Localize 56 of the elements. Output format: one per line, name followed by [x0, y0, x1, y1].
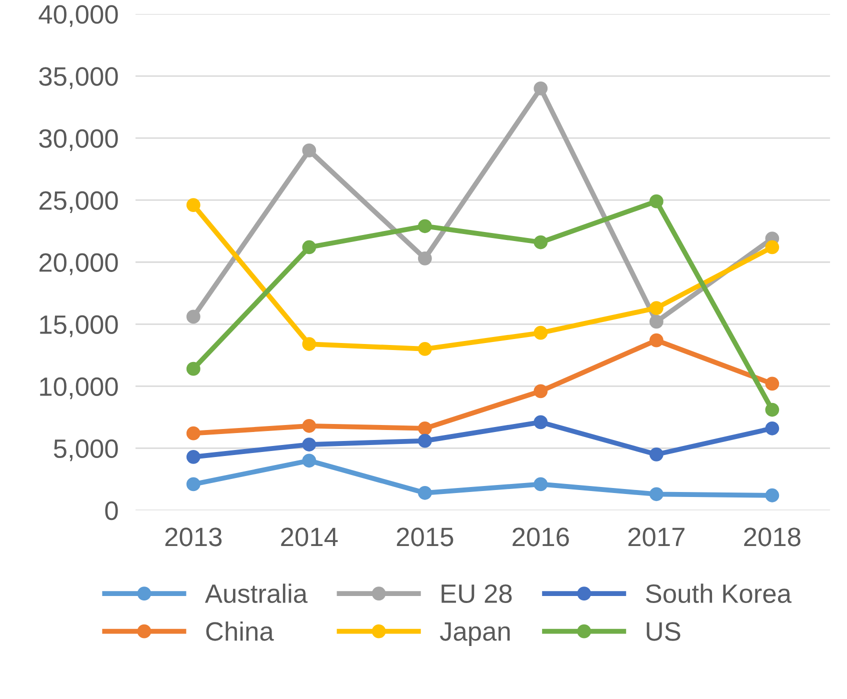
y-tick-label: 15,000: [40, 315, 118, 338]
y-tick-label: 35,000: [39, 67, 118, 89]
point: [765, 488, 780, 502]
point: [534, 384, 548, 398]
y-tick-label: 40,000: [38, 5, 118, 27]
point: [649, 194, 664, 208]
point: [302, 438, 316, 452]
point: [186, 198, 200, 212]
point: [418, 342, 432, 356]
point: [534, 235, 548, 250]
x-tick-label: 2013: [165, 528, 222, 546]
point: [649, 314, 664, 329]
point: [534, 81, 548, 96]
point: [186, 310, 200, 324]
y-tick-label: 10,000: [40, 377, 118, 400]
point: [302, 418, 316, 433]
point: [765, 240, 780, 254]
legend-label: US: [646, 622, 680, 641]
point: [649, 447, 664, 462]
legend-label: Australia: [204, 584, 308, 604]
point: [302, 454, 316, 468]
point: [765, 421, 780, 436]
point: [186, 450, 200, 464]
legend-label: China: [206, 621, 274, 641]
x-tick-label: 2018: [744, 528, 800, 546]
x-tick-label: 2015: [396, 528, 454, 546]
y-tick-label: 25,000: [39, 191, 118, 214]
point: [765, 402, 780, 417]
x-tick-label: 2014: [281, 528, 338, 546]
point: [186, 362, 200, 376]
point: [418, 251, 432, 266]
y-tick-label: 0: [105, 501, 118, 520]
y-tick-label: 20,000: [39, 253, 118, 276]
point: [186, 426, 200, 440]
point: [418, 434, 432, 448]
x-tick-label: 2017: [628, 528, 684, 546]
point: [302, 240, 316, 254]
point: [534, 477, 548, 492]
y-tick-label: 30,000: [39, 129, 118, 151]
legend-label: Japan: [440, 622, 510, 646]
y-tick-label: 5,000: [54, 439, 118, 462]
point: [418, 219, 432, 234]
point: [186, 477, 200, 492]
point: [534, 415, 548, 430]
point: [534, 326, 548, 340]
legend-label: South Korea: [646, 584, 792, 604]
point: [418, 421, 432, 436]
point: [302, 337, 316, 351]
legend-label: EU 28: [442, 584, 512, 604]
point: [418, 486, 432, 500]
point: [765, 376, 780, 391]
point: [302, 144, 316, 158]
point: [649, 301, 664, 315]
x-tick-label: 2016: [512, 528, 569, 546]
point: [649, 487, 664, 502]
point: [649, 333, 664, 348]
